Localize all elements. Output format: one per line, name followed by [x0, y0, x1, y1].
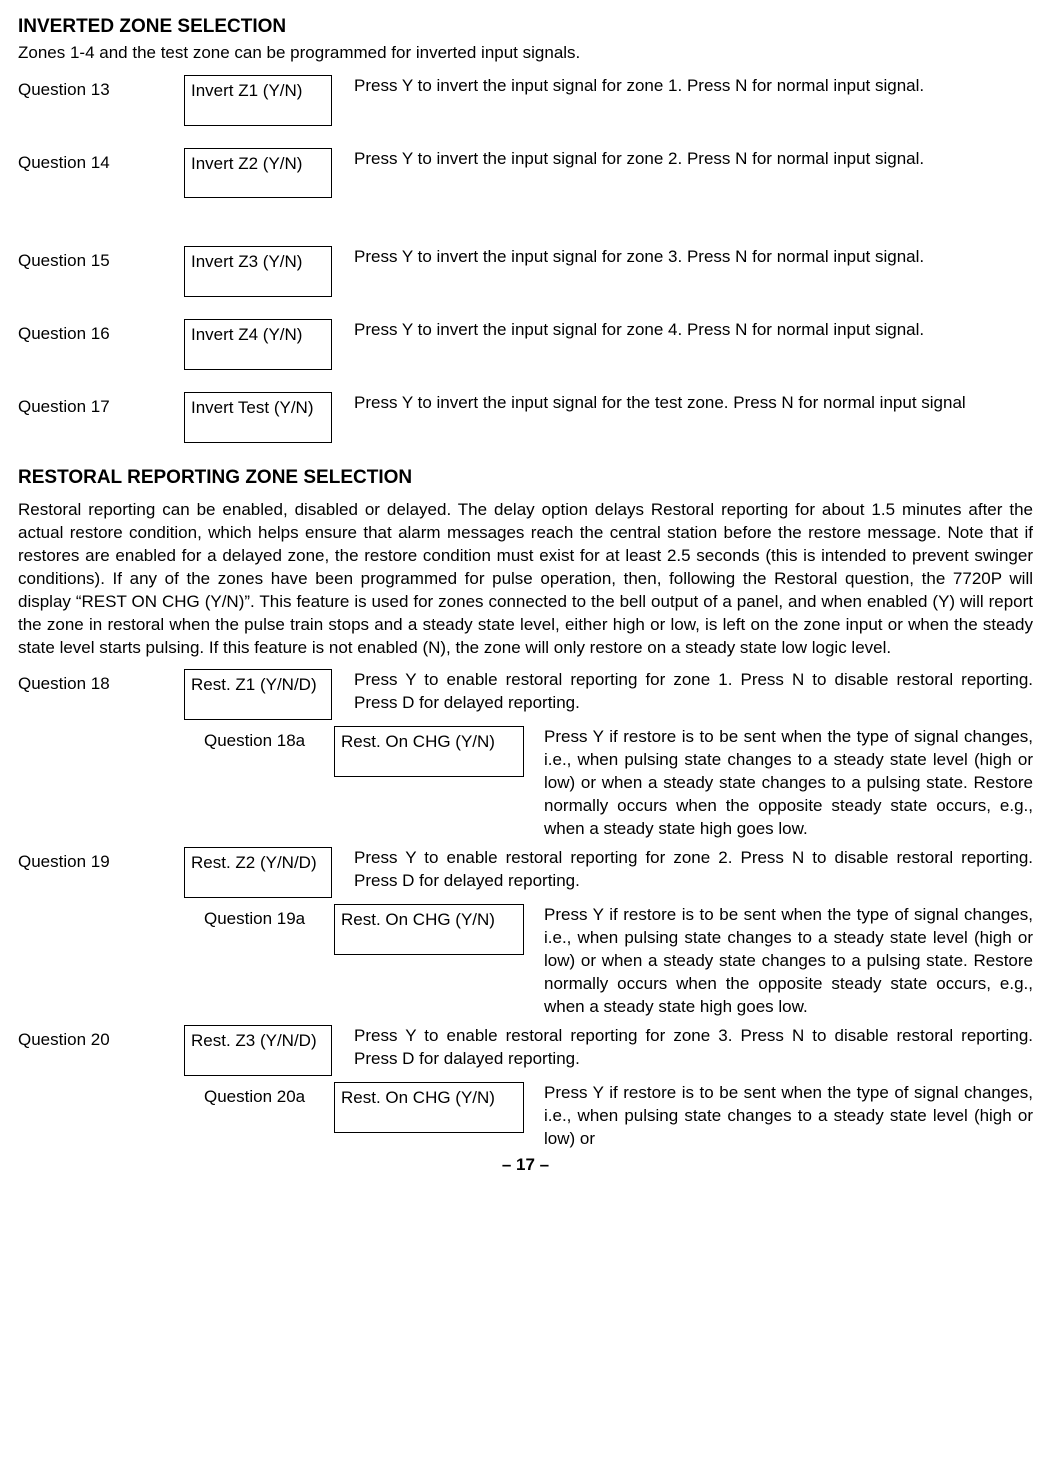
question-20-label: Question 20	[18, 1025, 184, 1052]
question-18-desc: Press Y to enable restoral reporting for…	[354, 669, 1033, 715]
question-15-box: Invert Z3 (Y/N)	[184, 246, 332, 297]
question-13-label: Question 13	[18, 75, 184, 102]
question-18-row: Question 18 Rest. Z1 (Y/N/D) Press Y to …	[18, 669, 1033, 720]
question-17-desc: Press Y to invert the input signal for t…	[354, 392, 1033, 415]
page-number: – 17 –	[18, 1154, 1033, 1177]
question-13-box: Invert Z1 (Y/N)	[184, 75, 332, 126]
question-18a-desc: Press Y if restore is to be sent when th…	[544, 726, 1033, 841]
question-19a-box: Rest. On CHG (Y/N)	[334, 904, 524, 955]
question-15-desc: Press Y to invert the input signal for z…	[354, 246, 1033, 269]
question-19a-row: Question 19a Rest. On CHG (Y/N) Press Y …	[18, 904, 1033, 1019]
question-20a-box: Rest. On CHG (Y/N)	[334, 1082, 524, 1133]
question-20-row: Question 20 Rest. Z3 (Y/N/D) Press Y to …	[18, 1025, 1033, 1076]
question-17-box: Invert Test (Y/N)	[184, 392, 332, 443]
question-13-desc: Press Y to invert the input signal for z…	[354, 75, 1033, 98]
question-16-box: Invert Z4 (Y/N)	[184, 319, 332, 370]
section2-title: RESTORAL REPORTING ZONE SELECTION	[18, 465, 1033, 491]
section2-para: Restoral reporting can be enabled, disab…	[18, 499, 1033, 660]
section1-title: INVERTED ZONE SELECTION	[18, 14, 1033, 40]
question-18a-label: Question 18a	[184, 726, 334, 753]
question-19-label: Question 19	[18, 847, 184, 874]
question-18-box: Rest. Z1 (Y/N/D)	[184, 669, 332, 720]
question-20a-desc: Press Y if restore is to be sent when th…	[544, 1082, 1033, 1151]
question-15-row: Question 15 Invert Z3 (Y/N) Press Y to i…	[18, 246, 1033, 297]
question-19-desc: Press Y to enable restoral reporting for…	[354, 847, 1033, 893]
question-20-desc: Press Y to enable restoral reporting for…	[354, 1025, 1033, 1071]
question-14-label: Question 14	[18, 148, 184, 175]
question-14-row: Question 14 Invert Z2 (Y/N) Press Y to i…	[18, 148, 1033, 199]
question-16-desc: Press Y to invert the input signal for z…	[354, 319, 1033, 342]
question-20-box: Rest. Z3 (Y/N/D)	[184, 1025, 332, 1076]
question-16-row: Question 16 Invert Z4 (Y/N) Press Y to i…	[18, 319, 1033, 370]
question-19a-desc: Press Y if restore is to be sent when th…	[544, 904, 1033, 1019]
question-13-row: Question 13 Invert Z1 (Y/N) Press Y to i…	[18, 75, 1033, 126]
question-18a-row: Question 18a Rest. On CHG (Y/N) Press Y …	[18, 726, 1033, 841]
question-18-label: Question 18	[18, 669, 184, 696]
question-17-label: Question 17	[18, 392, 184, 419]
question-15-label: Question 15	[18, 246, 184, 273]
question-18a-box: Rest. On CHG (Y/N)	[334, 726, 524, 777]
question-19-box: Rest. Z2 (Y/N/D)	[184, 847, 332, 898]
question-19-row: Question 19 Rest. Z2 (Y/N/D) Press Y to …	[18, 847, 1033, 898]
question-14-box: Invert Z2 (Y/N)	[184, 148, 332, 199]
question-17-row: Question 17 Invert Test (Y/N) Press Y to…	[18, 392, 1033, 443]
question-19a-label: Question 19a	[184, 904, 334, 931]
question-16-label: Question 16	[18, 319, 184, 346]
question-20a-row: Question 20a Rest. On CHG (Y/N) Press Y …	[18, 1082, 1033, 1151]
section1-intro: Zones 1-4 and the test zone can be progr…	[18, 42, 1033, 65]
question-14-desc: Press Y to invert the input signal for z…	[354, 148, 1033, 171]
question-20a-label: Question 20a	[184, 1082, 334, 1109]
